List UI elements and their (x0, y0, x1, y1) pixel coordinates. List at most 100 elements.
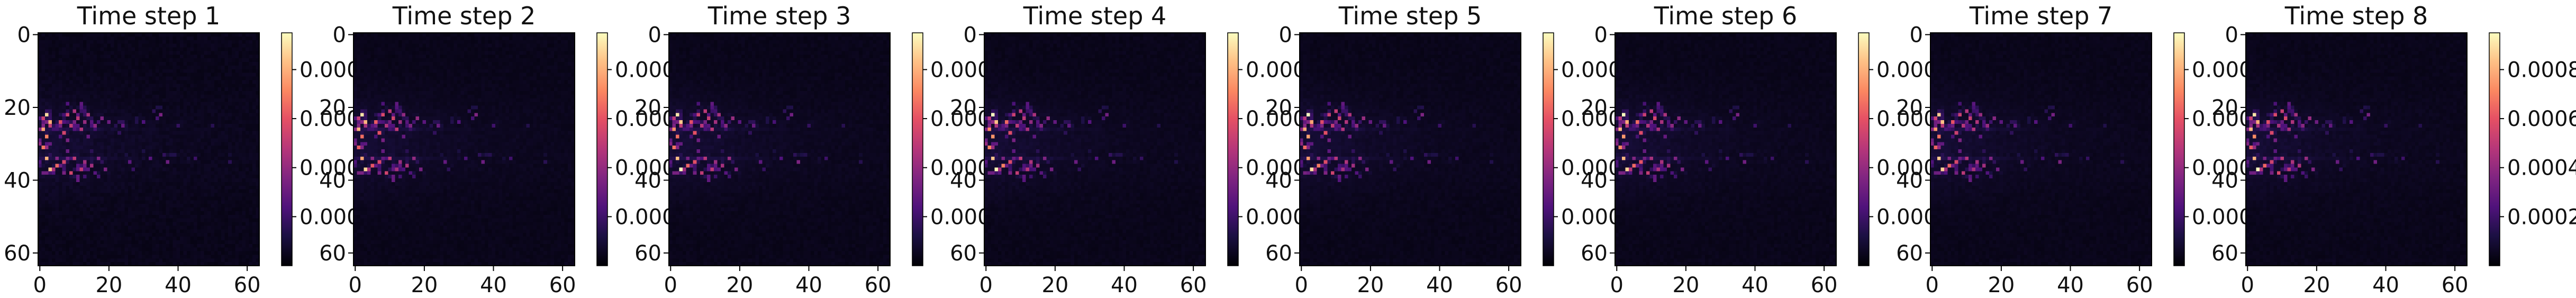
heatmap-cell (69, 171, 73, 175)
heatmap-cell (66, 120, 70, 124)
heatmap-cell (235, 65, 239, 70)
heatmap-cell (217, 91, 222, 95)
heatmap-cell (453, 43, 458, 48)
heatmap-cell (204, 218, 208, 223)
heatmap-cell (384, 65, 388, 70)
heatmap-cell (238, 229, 242, 233)
heatmap-cell (128, 123, 132, 128)
heatmap-cell (66, 182, 70, 186)
heatmap-cell (533, 62, 537, 66)
heatmap-cell (131, 207, 135, 212)
heatmap-cell (426, 51, 430, 55)
heatmap-cell (183, 65, 187, 70)
heatmap-cell (117, 62, 122, 66)
heatmap-cell (228, 185, 232, 190)
heatmap-cell (200, 76, 205, 80)
heatmap-cell (162, 91, 167, 95)
heatmap-cell (104, 91, 108, 95)
heatmap-cell (131, 211, 135, 215)
heatmap-cell (540, 43, 544, 48)
heatmap-cell (124, 84, 129, 88)
heatmap-cell (89, 131, 94, 136)
heatmap-cell (457, 76, 461, 80)
heatmap-cell (117, 94, 122, 99)
heatmap-cell (235, 156, 239, 161)
heatmap-cell (162, 36, 167, 41)
heatmap-cell (176, 251, 180, 255)
heatmap-cell (62, 214, 66, 219)
heatmap-cell (364, 69, 368, 74)
heatmap-cell (207, 51, 212, 55)
heatmap-cell (256, 222, 260, 226)
heatmap-cell (467, 58, 471, 62)
heatmap-cell (59, 113, 63, 117)
heatmap-cell (228, 33, 232, 37)
heatmap-cell (52, 102, 56, 106)
heatmap-cell (207, 171, 212, 175)
heatmap-cell (79, 185, 84, 190)
heatmap-cell (117, 73, 122, 77)
heatmap-cell (107, 189, 111, 194)
heatmap-cell (540, 76, 544, 80)
heatmap-cell (76, 127, 80, 132)
y-tick-label: 0 (17, 23, 31, 47)
heatmap-cell (419, 58, 423, 62)
heatmap-cell (512, 62, 516, 66)
heatmap-cell (107, 65, 111, 70)
heatmap-cell (252, 134, 257, 139)
heatmap-cell (228, 214, 232, 219)
heatmap-cell (128, 87, 132, 92)
heatmap-cell (179, 113, 184, 117)
heatmap-cell (433, 36, 437, 41)
heatmap-cell (72, 84, 77, 88)
heatmap-cell (193, 182, 198, 186)
heatmap-cell (55, 196, 59, 201)
heatmap-cell (467, 51, 471, 55)
heatmap-cell (204, 109, 208, 113)
heatmap-cell (436, 80, 440, 84)
heatmap-cell (86, 62, 90, 66)
heatmap-cell (166, 36, 170, 41)
heatmap-cell (214, 138, 219, 142)
heatmap-cell (395, 80, 399, 84)
heatmap-cell (221, 196, 225, 201)
heatmap-cell (38, 76, 42, 80)
heatmap-cell (245, 204, 250, 208)
heatmap-cell (256, 160, 260, 165)
heatmap-cell (519, 33, 523, 37)
heatmap-cell (117, 120, 122, 124)
heatmap-cell (252, 149, 257, 153)
heatmap-cell (83, 116, 87, 121)
heatmap-cell (207, 134, 212, 139)
heatmap-cell (52, 120, 56, 124)
heatmap-cell (235, 185, 239, 190)
heatmap-cell (217, 175, 222, 179)
heatmap-cell (207, 262, 212, 266)
heatmap-cell (117, 58, 122, 62)
heatmap-cell (211, 255, 215, 259)
heatmap-cell (107, 214, 111, 219)
heatmap-cell (221, 98, 225, 103)
heatmap-cell (59, 156, 63, 161)
heatmap-cell (104, 87, 108, 92)
heatmap-cell (235, 109, 239, 113)
heatmap-cell (231, 62, 235, 66)
heatmap-cell (249, 175, 253, 179)
heatmap-cell (228, 58, 232, 62)
heatmap-cell (134, 98, 139, 103)
heatmap-cell (395, 55, 399, 59)
heatmap-cell (179, 237, 184, 241)
heatmap-cell (173, 233, 177, 237)
heatmap-cell (211, 149, 215, 153)
heatmap-cell (190, 73, 194, 77)
heatmap-cell (256, 55, 260, 59)
heatmap-cell (485, 55, 489, 59)
heatmap-cell (41, 69, 46, 74)
heatmap-cell (124, 240, 129, 245)
heatmap-cell (55, 185, 59, 190)
heatmap-cell (176, 98, 180, 103)
heatmap-cell (173, 146, 177, 150)
heatmap-cell (249, 102, 253, 106)
heatmap-cell (200, 200, 205, 204)
heatmap-cell (76, 123, 80, 128)
